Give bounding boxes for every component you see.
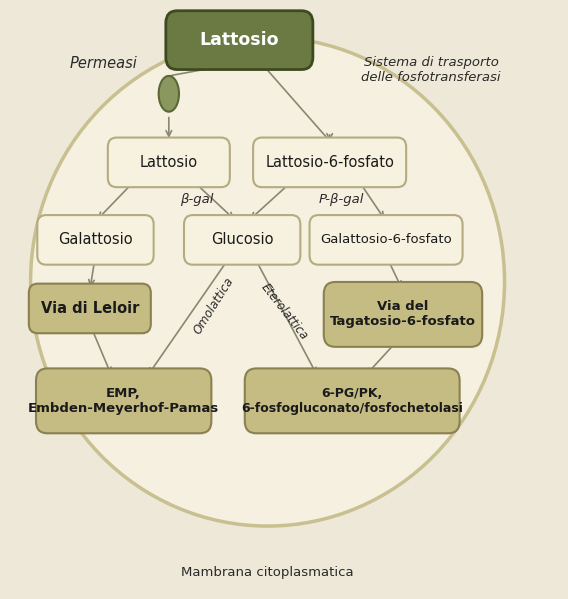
Text: Galattosio-6-fosfato: Galattosio-6-fosfato [320, 234, 452, 246]
FancyBboxPatch shape [245, 368, 460, 433]
Text: β-gal: β-gal [181, 193, 214, 206]
FancyBboxPatch shape [29, 284, 151, 333]
FancyBboxPatch shape [310, 215, 462, 265]
Ellipse shape [158, 76, 179, 111]
FancyBboxPatch shape [37, 215, 153, 265]
FancyBboxPatch shape [184, 215, 300, 265]
Text: Lattosio: Lattosio [140, 155, 198, 170]
Text: 6-PG/PK,
6-fosfogluconato/fosfochetolasi: 6-PG/PK, 6-fosfogluconato/fosfochetolasi [241, 387, 463, 415]
FancyBboxPatch shape [108, 138, 230, 187]
Text: Omolattica: Omolattica [191, 274, 237, 337]
FancyBboxPatch shape [36, 368, 211, 433]
FancyBboxPatch shape [324, 282, 482, 347]
Text: Glucosio: Glucosio [211, 232, 273, 247]
Text: EMP,
Embden-Meyerhof-Pamas: EMP, Embden-Meyerhof-Pamas [28, 387, 219, 415]
Text: Mambrana citoplasmatica: Mambrana citoplasmatica [181, 566, 354, 579]
Text: Permeasi: Permeasi [70, 56, 138, 71]
Text: Sistema di trasporto
delle fosfotransferasi: Sistema di trasporto delle fosfotransfer… [361, 56, 501, 84]
Text: P-β-gal: P-β-gal [318, 193, 364, 206]
FancyBboxPatch shape [166, 11, 313, 69]
Text: Eterolattica: Eterolattica [258, 280, 311, 342]
Ellipse shape [31, 37, 504, 526]
Text: Via del
Tagatosio-6-fosfato: Via del Tagatosio-6-fosfato [330, 301, 476, 328]
Text: Lattosio: Lattosio [199, 31, 279, 49]
Text: Lattosio-6-fosfato: Lattosio-6-fosfato [265, 155, 394, 170]
Text: Galattosio: Galattosio [58, 232, 133, 247]
FancyBboxPatch shape [253, 138, 406, 187]
Text: Via di Leloir: Via di Leloir [41, 301, 139, 316]
